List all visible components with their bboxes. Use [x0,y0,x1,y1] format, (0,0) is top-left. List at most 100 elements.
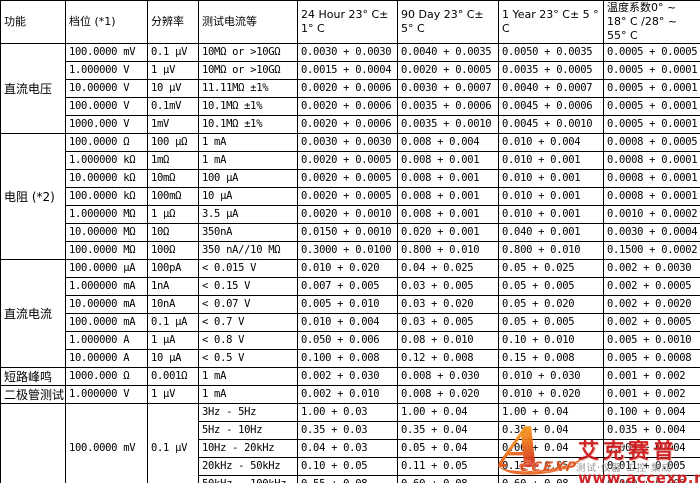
table-cell: 0.008 + 0.001 [397,187,499,206]
table-cell: 0.001Ω [147,367,199,386]
table-cell: 0.0020 + 0.0010 [297,205,398,224]
table-cell: 0.0030 + 0.0030 [297,43,398,62]
col-header-resolution: 分辨率 [147,0,199,44]
table-cell: 0.008 + 0.001 [397,205,499,224]
table-row: 直流电压 100.0000 mV 0.1 μV 10MΩ or >10GΩ 0.0030… [0,43,700,134]
table-cell: < 0.015 V [198,259,298,278]
table-row: 10.00000 kΩ 10mΩ 100 μA 0.0020 + 0.0005 0.00… [1,169,700,188]
table-row: 100.0000 mV 0.1 μV 3Hz - 5Hz 1.00 + 0.03 1.0… [0,403,700,483]
table-cell: 10.00000 kΩ [65,169,148,188]
table-cell: 0.03 + 0.020 [397,295,499,314]
table-cell: 0.60 + 0.08 [498,475,604,483]
table-cell: 0.002 + 0.0005 [603,277,700,296]
table-cell: 10.1MΩ ±1% [198,97,298,116]
table-cell: 100 μA [198,169,298,188]
table-cell: 1.000000 mA [65,277,148,296]
table-row: 短路峰鸣 1000.000 Ω 0.001Ω 1 mA 0.002 + 0.030 0.0… [0,367,700,386]
table-cell: 100.0000 mA [65,313,148,332]
table-cell: 10 μV [147,79,199,98]
table-cell: 0.0008 + 0.0005 [603,133,700,152]
table-row: 10.00000 A 10 μA < 0.5 V 0.100 + 0.008 0.12 … [1,349,700,368]
table-cell: < 0.8 V [198,331,298,350]
table-row: 100.0000 kΩ 100mΩ 10 μA 0.0020 + 0.0005 0.00… [1,187,700,206]
table-cell: < 0.7 V [198,313,298,332]
table-cell: 1.00 + 0.04 [397,403,499,422]
table-cell: 0.0050 + 0.0035 [498,43,604,62]
table-cell: 0.0020 + 0.0006 [297,79,398,98]
merged-cell: 100.0000 mV [65,403,148,483]
table-cell: 0.0005 + 0.0001 [603,61,700,80]
table-cell: 0.0020 + 0.0005 [297,169,398,188]
table-cell: 0.010 + 0.001 [498,151,604,170]
header-row: 功能 档位 (*1) 分辨率 测试电流等 24 Hour 23° C± 1° C… [0,0,700,44]
table-cell: 10mΩ [147,169,199,188]
table-cell: 0.002 + 0.030 [297,367,398,386]
table-cell: 1000.000 V [65,115,148,134]
table-cell: 0.05 + 0.020 [498,295,604,314]
table-cell: 0.1 μV [147,43,199,62]
table-cell: 0.800 + 0.010 [397,241,499,260]
table-cell: 0.0005 + 0.0001 [603,115,700,134]
function-cell: 二极管测试 [0,385,66,404]
table-row: 直流电流 100.0000 μA 100pA < 0.015 V 0.010 + 0.0… [0,259,700,368]
function-cell [0,403,66,483]
table-cell: 0.35 + 0.03 [297,421,398,440]
col-header-function: 功能 [0,0,66,44]
table-cell: 1 μΩ [147,205,199,224]
table-cell: 0.002 + 0.0005 [603,313,700,332]
table-cell: 0.0020 + 0.0006 [297,115,398,134]
table-cell: 10 μA [147,349,199,368]
table-cell: 0.008 + 0.004 [397,133,499,152]
table-cell: 1 μA [147,331,199,350]
table-cell: 100.0000 kΩ [65,187,148,206]
table-cell: 0.05 + 0.005 [498,313,604,332]
function-cell: 直流电流 [0,259,66,368]
table-cell: 0.11 + 0.05 [397,457,499,476]
table-row: 10.00000 mA 10nA < 0.07 V 0.005 + 0.010 0.03… [1,295,700,314]
table-cell: 1 mA [198,385,298,404]
table-cell: 0.0020 + 0.0006 [297,97,398,116]
table-cell: 1mV [147,115,199,134]
table-cell: 0.035 + 0.004 [603,421,700,440]
table-cell: 0.60 + 0.08 [397,475,499,483]
table-cell: 0.10 + 0.010 [498,331,604,350]
spec-table-body: 直流电压 100.0000 mV 0.1 μV 10MΩ or >10GΩ 0.0030… [0,43,700,483]
table-cell: 0.3000 + 0.0100 [297,241,398,260]
table-row: 1.000000 MΩ 1 μΩ 3.5 μA 0.0020 + 0.0010 0.00… [1,205,700,224]
table-cell: 0.010 + 0.001 [498,187,604,206]
table-cell: 1.000000 V [65,61,148,80]
table-cell: 0.08 + 0.010 [397,331,499,350]
table-cell: 0.35 + 0.04 [498,421,604,440]
table-cell: 0.008 + 0.030 [397,367,499,386]
table-cell: 0.35 + 0.04 [397,421,499,440]
table-cell: 0.0010 + 0.0002 [603,205,700,224]
table-cell: 350nA [198,223,298,242]
table-cell: 10.00000 MΩ [65,223,148,242]
table-cell: 350 nA//10 MΩ [198,241,298,260]
table-row: 50kHz - 100kHz0.55 + 0.080.60 + 0.080.60… [1,475,700,483]
table-cell: 1 μV [147,61,199,80]
table-cell: < 0.5 V [198,349,298,368]
table-cell: 0.1 μA [147,313,199,332]
table-cell: 0.010 + 0.001 [498,169,604,188]
col-header-range: 档位 (*1) [65,0,148,44]
table-cell: 0.005 + 0.010 [297,295,398,314]
table-cell: 0.010 + 0.020 [498,385,604,404]
table-cell: 10.00000 mA [65,295,148,314]
table-row: 100.0000 V 0.1mV 10.1MΩ ±1% 0.0020 + 0.0006… [1,97,700,116]
table-row: 100.0000 MΩ 100Ω 350 nA//10 MΩ 0.3000 + 0.0… [1,241,700,260]
table-cell: 0.005 + 0.004 [603,439,700,458]
table-cell: 0.0020 + 0.0005 [297,187,398,206]
table-cell: 0.002 + 0.010 [297,385,398,404]
table-cell: 0.001 + 0.002 [603,367,700,386]
table-cell: 0.010 + 0.030 [498,367,604,386]
table-cell: 0.12 + 0.05 [498,457,604,476]
table-cell: 0.0040 + 0.0035 [397,43,499,62]
col-header-tempco: 温度系数0° ~ 18° C /28° ~ 55° C [603,0,700,44]
col-header-1year: 1 Year 23° C± 5 ° C [498,0,604,44]
table-cell: 0.008 + 0.001 [397,151,499,170]
table-cell: 1 mA [198,367,298,386]
